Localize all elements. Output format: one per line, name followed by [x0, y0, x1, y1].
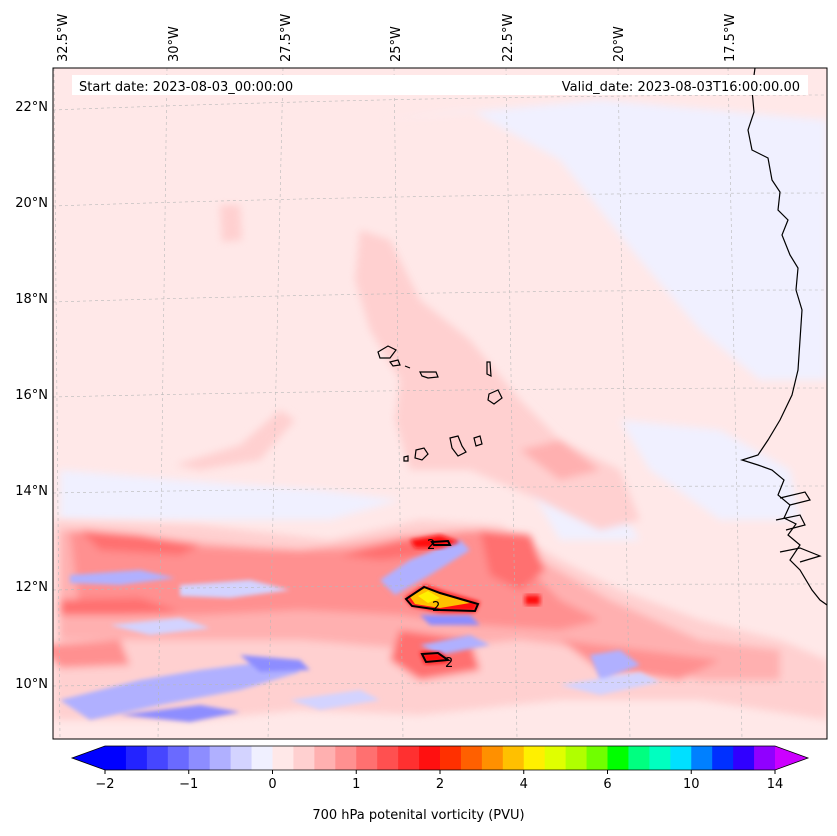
map-frame [52, 67, 828, 740]
lon-label: 20°W [612, 26, 627, 62]
colorbar-swatch [335, 746, 357, 770]
colorbar-tick-label: 14 [767, 777, 784, 792]
lon-label: 25°W [389, 26, 404, 62]
colorbar-swatch [230, 746, 253, 770]
contour-label: 2 [432, 600, 440, 615]
colorbar-swatch [105, 746, 127, 770]
colorbar-swatch [649, 746, 671, 770]
colorbar-swatch [460, 746, 483, 770]
colorbar-swatch [670, 746, 692, 770]
colorbar-label: 700 hPa potenital vorticity (PVU) [312, 808, 525, 823]
date-banner [72, 75, 808, 95]
colorbar-tick-label: 10 [683, 777, 700, 792]
latitude-labels: 22°N 20°N 18°N 16°N 14°N 12°N 10°N [15, 100, 48, 692]
lon-label: 32.5°W [56, 14, 71, 62]
colorbar-ticks: −2 −1 0 1 2 4 6 10 14 [95, 770, 783, 792]
colorbar-swatch [712, 746, 734, 770]
colorbar-over-arrow [775, 746, 808, 770]
colorbar-swatch [565, 746, 588, 770]
colorbar-tick-label: 1 [352, 777, 360, 792]
pv-negative-streaks [60, 540, 660, 722]
colorbar-swatch [481, 746, 504, 770]
lon-label: 22.5°W [501, 14, 516, 62]
cape-verde-islands [377, 345, 503, 462]
colorbar-swatch [733, 746, 755, 770]
pv-2-contours [404, 539, 480, 664]
colorbar: −2 −1 0 1 2 4 6 10 14 [70, 745, 810, 792]
contour-label: 2 [445, 656, 453, 671]
lat-label: 20°N [15, 196, 48, 211]
lat-label: 18°N [15, 292, 48, 307]
lon-label: 27.5°W [279, 14, 294, 62]
colorbar-swatch [377, 746, 399, 770]
colorbar-tick-label: 4 [520, 777, 528, 792]
colorbar-tick-label: −2 [95, 777, 114, 792]
colorbar-swatch [188, 746, 211, 770]
graticule [53, 68, 827, 739]
lat-label: 12°N [15, 580, 48, 595]
colorbar-swatch [607, 746, 629, 770]
contour-label: 2 [427, 538, 435, 553]
colorbar-swatch [125, 746, 148, 770]
colorbar-swatch [272, 746, 294, 770]
colorbar-swatches [105, 746, 776, 770]
longitude-labels: 32.5°W 30°W 27.5°W 25°W 22.5°W 20°W 17.5… [56, 14, 738, 62]
colorbar-swatch [293, 746, 315, 770]
colorbar-swatch [167, 746, 190, 770]
colorbar-swatch [146, 746, 169, 770]
lat-label: 22°N [15, 100, 48, 115]
colorbar-swatch [754, 746, 776, 770]
colorbar-swatch [628, 746, 650, 770]
colorbar-tick-label: 6 [603, 777, 611, 792]
colorbar-swatch [523, 746, 546, 770]
colorbar-swatch [356, 746, 378, 770]
lon-label: 30°W [167, 26, 182, 62]
pv-cores [405, 535, 540, 664]
colorbar-tick-label: −1 [179, 777, 198, 792]
colorbar-swatch [544, 746, 567, 770]
colorbar-tick-label: 2 [436, 777, 444, 792]
colorbar-swatch [398, 746, 420, 770]
colorbar-swatch [251, 746, 273, 770]
colorbar-swatch [314, 746, 336, 770]
start-date-label: Start date: 2023-08-03_00:00:00 [79, 80, 293, 95]
lon-label: 17.5°W [723, 14, 738, 62]
colorbar-tick-label: 0 [268, 777, 276, 792]
coastline [739, 68, 827, 606]
valid-date-label: Valid_date: 2023-08-03T16:00:00.00 [562, 80, 800, 95]
colorbar-swatch [419, 746, 441, 770]
lat-label: 10°N [15, 677, 48, 692]
colorbar-swatch [209, 746, 232, 770]
colorbar-swatch [691, 746, 713, 770]
pv-field: 2 2 2 [53, 68, 827, 739]
colorbar-swatch [502, 746, 525, 770]
lat-label: 16°N [15, 388, 48, 403]
lat-label: 14°N [15, 484, 48, 499]
colorbar-swatch [586, 746, 608, 770]
colorbar-under-arrow [72, 746, 105, 770]
colorbar-swatch [440, 746, 462, 770]
